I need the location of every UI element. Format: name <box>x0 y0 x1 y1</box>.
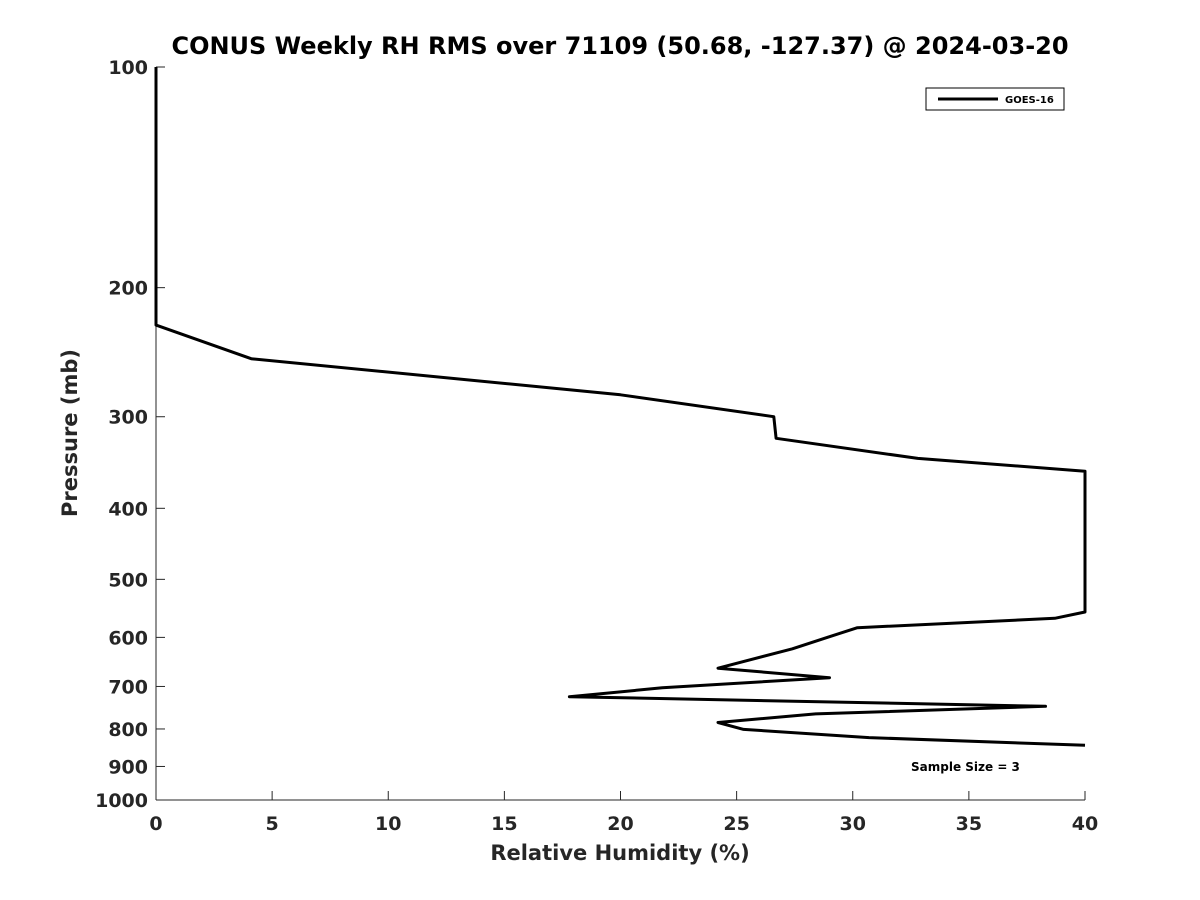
y-tick-label-400: 400 <box>108 498 148 520</box>
y-tick-label-500: 500 <box>108 569 148 591</box>
y-tick-label-800: 800 <box>108 719 148 741</box>
legend-label-goes-16: GOES-16 <box>1005 95 1054 106</box>
y-tick-label-300: 300 <box>108 407 148 429</box>
sample-size-annotation: Sample Size = 3 <box>911 760 1020 774</box>
x-tick-label-35: 35 <box>956 813 982 835</box>
series-line-goes-16 <box>154 67 1087 747</box>
x-tick-label-40: 40 <box>1072 813 1098 835</box>
y-tick-label-1000: 1000 <box>95 790 148 812</box>
x-tick-label-15: 15 <box>491 813 517 835</box>
y-axis-label: Pressure (mb) <box>58 349 82 517</box>
y-tick-label-600: 600 <box>108 627 148 649</box>
x-tick-label-10: 10 <box>375 813 401 835</box>
plot-area: 0 5 10 15 20 25 30 35 40 100 200 300 400 500 600 700 800… <box>95 57 1098 835</box>
y-tick-label-200: 200 <box>108 278 148 300</box>
x-axis-label: Relative Humidity (%) <box>490 841 749 865</box>
x-tick-label-25: 25 <box>723 813 749 835</box>
legend: GOES-16 <box>925 87 1065 111</box>
y-tick-label-900: 900 <box>108 756 148 778</box>
y-tick-label-100: 100 <box>108 57 148 79</box>
x-tick-label-5: 5 <box>266 813 279 835</box>
x-tick-label-0: 0 <box>149 813 162 835</box>
x-tick-label-20: 20 <box>607 813 633 835</box>
x-tick-label-30: 30 <box>840 813 866 835</box>
y-tick-label-700: 700 <box>108 676 148 698</box>
chart-title: CONUS Weekly RH RMS over 71109 (50.68, -… <box>171 32 1068 60</box>
